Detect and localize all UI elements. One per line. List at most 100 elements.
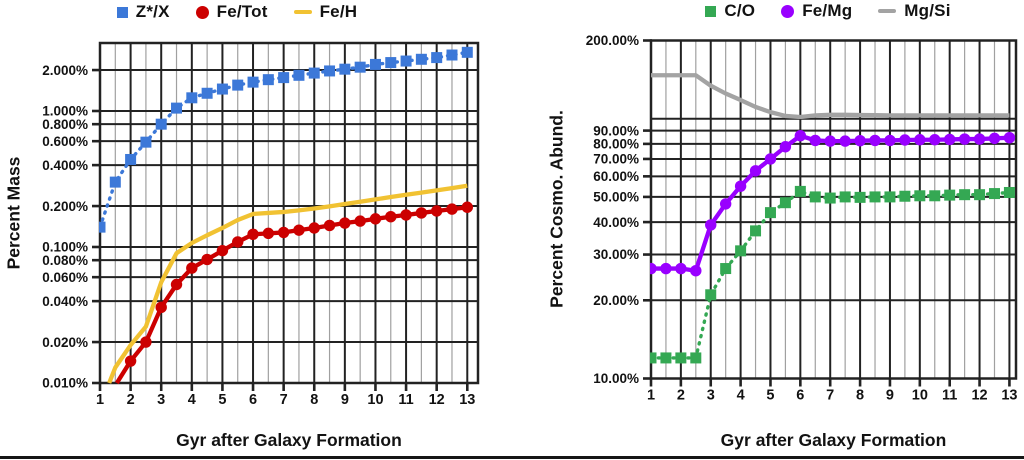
data-point-marker [869,191,881,203]
data-point-marker [247,76,259,88]
x-tick-label: 12 [429,392,445,408]
legend-item-c-o: C/O [705,1,755,21]
series-fe-tot [115,201,473,384]
data-point-marker [839,135,851,147]
series-c-o [650,185,1015,364]
data-point-marker [854,191,866,203]
data-point-marker [959,189,971,201]
series-fe-h-line [107,183,468,384]
x-tick-label: 5 [218,392,226,408]
data-point-marker [690,352,702,364]
data-point-marker [650,352,657,364]
data-point-marker [293,69,305,81]
data-point-marker [1003,132,1016,144]
data-point-marker [308,67,320,79]
data-point-marker [216,244,229,257]
y-tick-label: 0.020% [42,335,88,350]
data-point-marker [854,134,866,147]
data-point-marker [369,213,382,225]
y-tick-label: 80.00% [593,137,639,152]
data-point-marker [232,236,244,248]
data-point-marker [988,132,1001,145]
data-point-marker [262,74,274,86]
series-fe-h [107,183,468,384]
data-point-marker [705,219,717,231]
data-point-marker [929,134,941,146]
data-point-marker [99,221,106,233]
legend-item-fe-h: Fe/H [293,2,358,22]
y-tick-label: 0.400% [42,158,88,173]
legend-item-fe-tot: Fe/Tot [195,2,268,22]
data-point-marker [734,180,747,192]
y-tick-label: 1.000% [42,104,88,119]
x-tick-label: 2 [677,388,685,404]
data-point-marker [415,207,428,219]
data-point-marker [155,118,167,130]
data-point-marker [660,352,672,364]
grid [650,39,1016,380]
y-tick-label: 90.00% [593,123,639,138]
data-point-marker [385,211,397,223]
y-tick-label: 0.200% [42,199,88,214]
square-marker-icon [705,5,717,17]
y-tick-label: 0.600% [42,134,88,149]
y-tick-label: 0.040% [42,294,88,309]
data-point-marker [705,289,717,301]
data-point-marker [824,135,836,147]
x-tick-label: 1 [647,388,655,404]
percent-cosmo-abund-chart: 200.00% 90.00%80.00%70.00% 60.00% 50.00% 40.… [586,33,1018,403]
y-tick-label: 30.00% [593,247,639,262]
data-point-marker [884,191,896,203]
data-point-marker [324,65,336,77]
data-point-marker [431,52,443,64]
data-point-marker [400,55,412,67]
data-point-marker [1003,186,1015,198]
data-point-marker [415,53,427,65]
data-point-marker [650,262,657,275]
data-point-marker [720,263,732,275]
data-point-marker [794,130,807,142]
data-point-marker [690,264,702,277]
percent-mass-chart: 2.000% 1.000%0.800% 0.600% 0.400% 0.200% 0.10… [42,41,480,408]
plot-frame [98,41,480,385]
y-tick-label: 0.800% [42,117,88,132]
data-point-marker [944,189,956,201]
data-point-marker [170,278,183,291]
legend-item-z-x: Z*/X [116,2,170,22]
data-point-marker [675,352,687,364]
data-point-marker [201,87,213,99]
y-tick-label: 60.00% [593,169,639,184]
y-tick-label: 0.100% [42,240,88,255]
data-point-marker [140,136,152,148]
data-point-marker [155,301,167,314]
axis-labels: 2.000% 1.000%0.800% 0.600% 0.400% 0.200% 0.10… [42,63,475,408]
data-point-marker [764,153,777,165]
data-point-marker [719,198,732,210]
data-point-marker [929,190,941,202]
data-point-marker [884,134,896,147]
circle-marker-icon [781,4,795,18]
data-point-marker [400,209,412,221]
legend-item-mg-si: Mg/Si [878,1,950,21]
data-point-marker [446,49,458,61]
x-tick-label: 8 [310,392,318,408]
data-point-marker [339,217,351,229]
series-z-x [99,46,473,233]
right-x-axis-title: Gyr after Galaxy Formation [720,430,947,450]
x-tick-label: 5 [766,388,774,404]
x-tick-label: 4 [737,388,745,404]
legend-item-fe-mg: Fe/Mg [781,1,852,21]
x-tick-label: 9 [341,392,349,408]
data-point-marker [277,226,290,239]
data-point-marker [764,207,776,219]
y-tick-label: 0.010% [42,376,88,391]
data-point-marker [973,133,986,145]
x-tick-label: 3 [157,392,165,408]
legend-label: C/O [724,1,756,20]
legend-label: Fe/Tot [216,2,268,21]
series-fe-mg [650,130,1016,277]
x-tick-label: 7 [826,388,834,404]
data-point-marker [779,197,791,209]
x-tick-label: 13 [459,392,475,408]
